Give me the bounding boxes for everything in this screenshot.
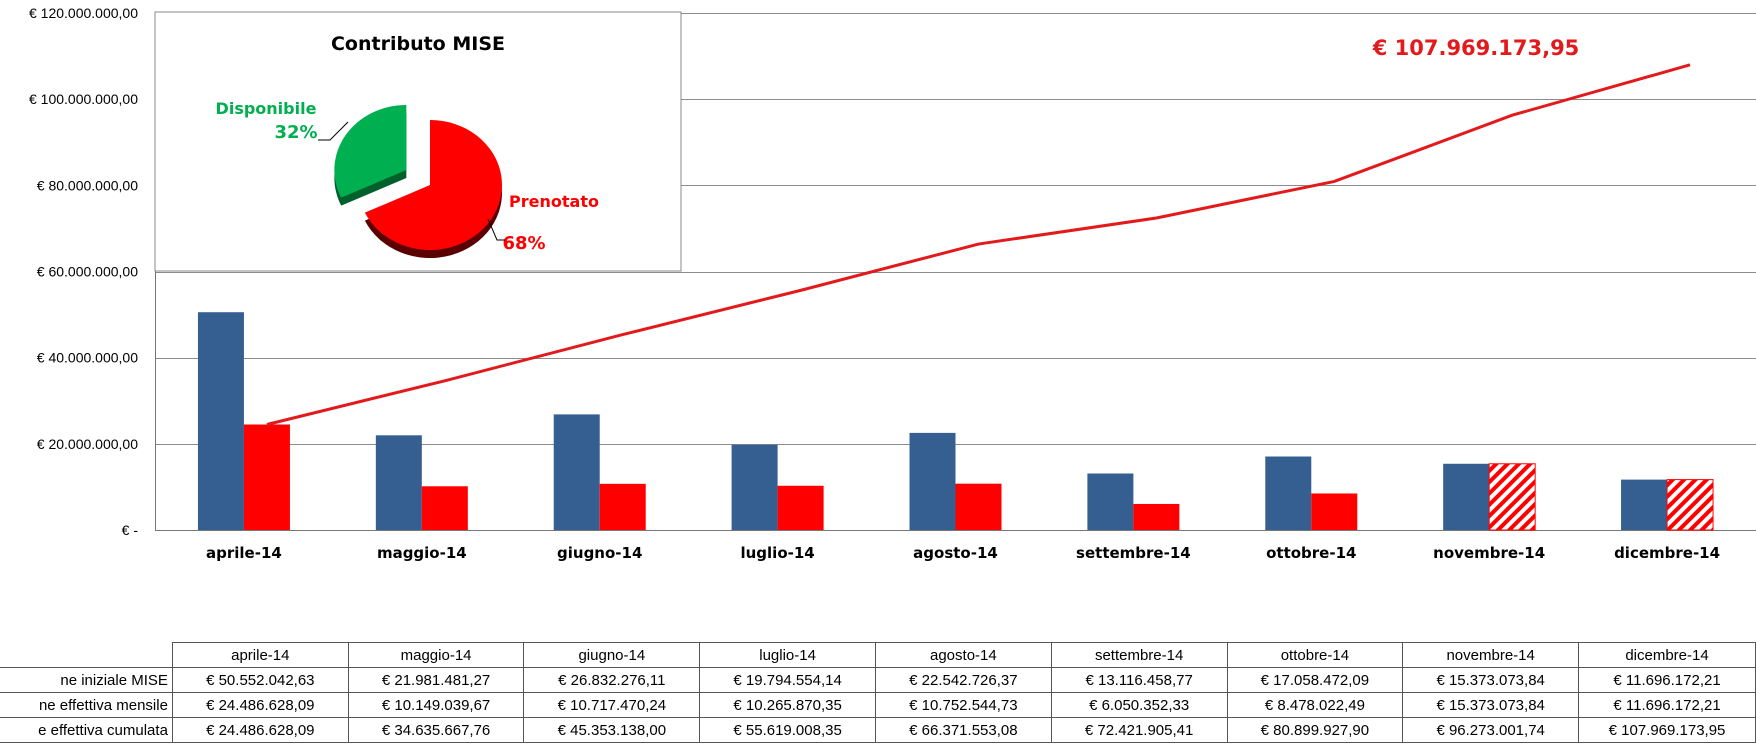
cumulative-line — [266, 63, 1691, 426]
bar-iniziale — [1621, 479, 1668, 530]
table-cell: € 55.619.008,35 — [699, 717, 876, 743]
table-cell: € 50.552.042,63 — [171, 667, 349, 693]
x-tick-label: maggio-14 — [377, 544, 467, 562]
x-tick-label: dicembre-14 — [1614, 544, 1720, 562]
bar-effettiva — [1311, 493, 1358, 530]
pie-title: Contributo MISE — [331, 33, 505, 55]
x-tick-label: novembre-14 — [1433, 544, 1545, 562]
table-column-header: ottobre-14 — [1226, 642, 1404, 668]
table-column-header: luglio-14 — [699, 642, 876, 668]
pie-chart-panel: Contributo MISE Disponibile 32% Prenotat… — [154, 11, 682, 272]
table-header-row: aprile-14 maggio-14 giugno-14 luglio-14 agos… — [0, 642, 1756, 668]
table-cell: € 66.371.553,08 — [874, 717, 1052, 743]
y-tick-label: € 120.000.000,00 — [29, 5, 138, 21]
x-tick-label: giugno-14 — [557, 544, 642, 562]
x-tick-label: agosto-14 — [913, 544, 998, 562]
table-cell: € 17.058.472,09 — [1226, 667, 1404, 693]
bar-effettiva — [599, 483, 646, 530]
bar-iniziale — [1443, 463, 1490, 530]
bar-effettiva — [777, 485, 824, 530]
bar-effettiva — [1488, 463, 1536, 531]
bar-effettiva — [243, 424, 290, 530]
table-corner — [0, 643, 172, 668]
table-cell: € 45.353.138,00 — [523, 717, 701, 743]
table-cell: € 24.486.628,09 — [171, 717, 349, 743]
y-tick-label: € 40.000.000,00 — [37, 350, 138, 366]
table-cell: € 72.421.905,41 — [1050, 717, 1228, 743]
bar-effettiva — [1666, 479, 1714, 531]
table-cell: € 10.265.870,35 — [699, 692, 876, 718]
table-cell: € 80.899.927,90 — [1226, 717, 1404, 743]
bar-iniziale — [731, 444, 778, 530]
bar-iniziale — [1265, 456, 1312, 530]
x-tick-label: ottobre-14 — [1266, 544, 1356, 562]
table-cell: € 10.149.039,67 — [347, 692, 525, 718]
table-column-header: settembre-14 — [1050, 642, 1228, 668]
table-cell: € 15.373.073,84 — [1402, 692, 1580, 718]
pie-percent-prenotato: 68% — [502, 233, 545, 254]
line-end-annotation: € 107.969.173,95 — [1372, 36, 1580, 60]
y-tick-label: € - — [122, 522, 139, 538]
table-cell: € 26.832.276,11 — [523, 667, 701, 693]
table-row-label: e effettiva cumulata — [0, 717, 173, 743]
bar-iniziale — [375, 435, 422, 530]
bar-effettiva — [421, 486, 468, 530]
bar-iniziale — [909, 432, 956, 530]
table-column-header: maggio-14 — [347, 642, 525, 668]
y-tick-label: € 60.000.000,00 — [37, 264, 138, 280]
table-cell: € 21.981.481,27 — [347, 667, 525, 693]
table-cell: € 11.696.172,21 — [1578, 667, 1756, 693]
table-cell: € 6.050.352,33 — [1050, 692, 1228, 718]
x-tick-label: aprile-14 — [206, 544, 282, 562]
pie-label-prenotato: Prenotato — [509, 192, 599, 211]
table-column-header: dicembre-14 — [1578, 642, 1756, 668]
table-row: e effettiva cumulata € 24.486.628,09 € 34.… — [0, 717, 1756, 743]
table-column-header: aprile-14 — [171, 642, 349, 668]
bar-iniziale — [197, 312, 244, 530]
table-column-header: giugno-14 — [523, 642, 701, 668]
table-cell: € 96.273.001,74 — [1402, 717, 1580, 743]
combo-chart: € - € 20.000.000,00 € 40.000.000,00 € 60.00… — [29, 5, 1756, 562]
bar-iniziale — [1087, 473, 1134, 530]
table-cell: € 15.373.073,84 — [1402, 667, 1580, 693]
table-cell: € 8.478.022,49 — [1226, 692, 1404, 718]
pie-percent-disponibile: 32% — [274, 122, 317, 143]
table-column-header: novembre-14 — [1402, 642, 1580, 668]
pie-slice-prenotato — [364, 120, 502, 250]
table-cell: € 22.542.726,37 — [874, 667, 1052, 693]
table-cell: € 107.969.173,95 — [1578, 717, 1756, 743]
table-cell: € 24.486.628,09 — [171, 692, 349, 718]
y-tick-label: € 20.000.000,00 — [37, 436, 138, 452]
table-cell: € 34.635.667,76 — [347, 717, 525, 743]
pie-leader-disponibile — [318, 121, 349, 141]
pie-label-disponibile: Disponibile — [216, 99, 317, 118]
x-tick-label: luglio-14 — [740, 544, 814, 562]
y-tick-label: € 80.000.000,00 — [37, 177, 138, 193]
table-row: ne iniziale MISE € 50.552.042,63 € 21.981.… — [0, 667, 1756, 693]
data-table: aprile-14 maggio-14 giugno-14 luglio-14 agos… — [0, 642, 1756, 743]
y-tick-label: € 100.000.000,00 — [29, 91, 138, 107]
table-row-label: ne effettiva mensile — [0, 692, 173, 718]
bar-effettiva — [1133, 503, 1180, 530]
table-cell: € 11.696.172,21 — [1578, 692, 1756, 718]
table-cell: € 10.752.544,73 — [874, 692, 1052, 718]
table-row-label: ne iniziale MISE — [0, 667, 173, 693]
pie-leader-prenotato — [487, 218, 505, 241]
bar-iniziale — [553, 414, 600, 530]
pie-slice-disponibile — [334, 104, 407, 198]
x-tick-label: settembre-14 — [1076, 544, 1191, 562]
table-row: ne effettiva mensile € 24.486.628,09 € 10.… — [0, 692, 1756, 718]
table-cell: € 19.794.554,14 — [699, 667, 876, 693]
table-cell: € 10.717.470,24 — [523, 692, 701, 718]
table-cell: € 13.116.458,77 — [1050, 667, 1228, 693]
table-column-header: agosto-14 — [874, 642, 1052, 668]
bar-effettiva — [955, 483, 1002, 530]
